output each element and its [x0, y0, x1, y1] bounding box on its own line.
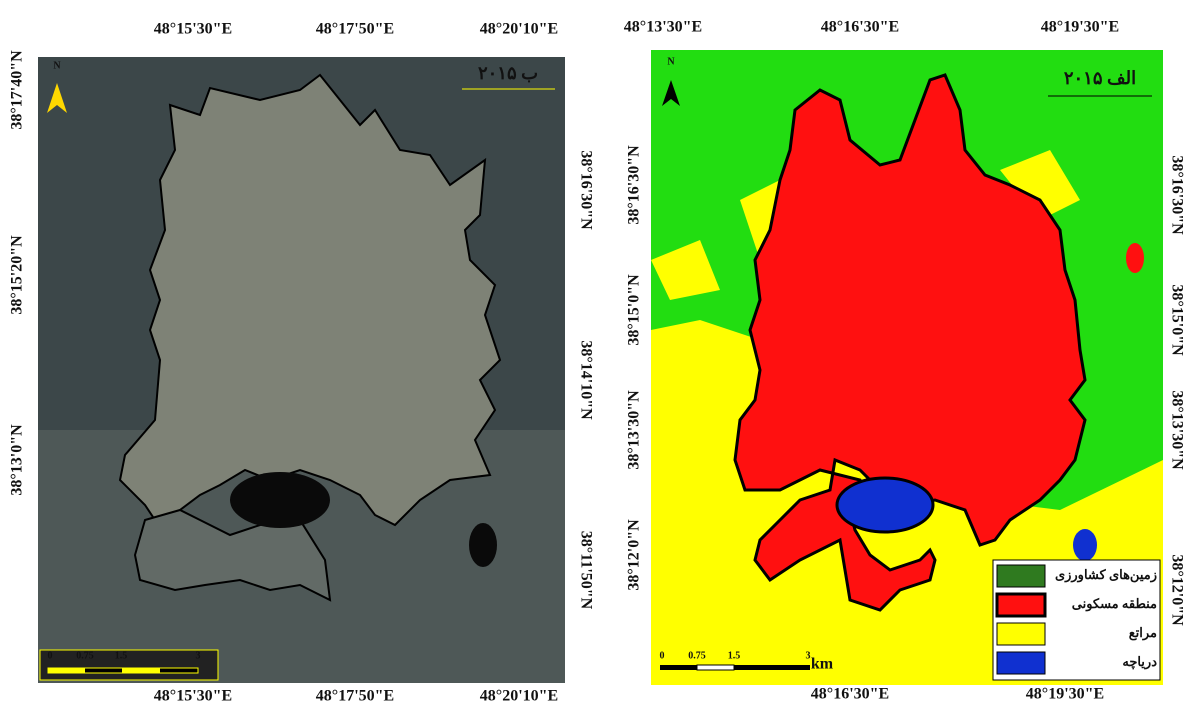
scale-bar — [660, 665, 810, 670]
scale-bar-box — [40, 650, 218, 680]
map-title: الف ۲۰۱۵ — [1064, 68, 1136, 88]
north-label: N — [53, 60, 61, 71]
map-title: ب ۲۰۱۵ — [478, 63, 538, 83]
coordinate-label: 48°13'30"E — [624, 19, 702, 36]
coordinate-label: 48°19'30"E — [1041, 19, 1119, 36]
coordinate-label: 38°12'0"N — [1168, 554, 1185, 626]
scale-label: 0 — [660, 650, 665, 661]
coordinate-label: 38°14'10"N — [577, 340, 594, 420]
scale-label: 1.5 — [115, 650, 128, 661]
legend-label: مراتع — [1129, 625, 1157, 641]
legend-swatch — [997, 623, 1045, 645]
coordinate-label: 48°16'30"E — [811, 686, 889, 703]
legend-label: زمین‌های کشاورزی — [1055, 567, 1157, 583]
lake — [230, 472, 330, 528]
coordinate-label: 38°15'20"N — [9, 235, 26, 315]
legend-label: دریاچه — [1122, 654, 1157, 670]
coordinate-label: 38°13'30"N — [1168, 390, 1185, 470]
legend-swatch — [997, 565, 1045, 587]
coordinate-label: 48°20'10"E — [480, 21, 558, 38]
lake — [837, 478, 933, 532]
coordinate-label: 38°11'50"N — [577, 531, 594, 610]
coordinate-label: 38°15'0"N — [626, 274, 643, 346]
coordinate-label: 38°15'0"N — [1168, 284, 1185, 356]
scale-label: 3 — [196, 650, 201, 661]
coordinate-label: 38°16'30"N — [1168, 155, 1185, 235]
scale-label: km — [811, 656, 834, 673]
coordinate-label: 38°16'30"N — [577, 150, 594, 230]
coordinate-label: 38°17'40"N — [9, 50, 26, 130]
legend-swatch — [997, 594, 1045, 616]
coordinate-label: 48°20'10"E — [480, 688, 558, 705]
coordinate-label: 48°15'30"E — [154, 688, 232, 705]
coordinate-label: 38°13'0"N — [9, 424, 26, 496]
coordinate-label: 48°15'30"E — [154, 21, 232, 38]
scale-label: 3 — [806, 650, 811, 661]
legend-swatch — [997, 652, 1045, 674]
coordinate-label: 38°13'30"N — [626, 390, 643, 470]
north-label: N — [667, 56, 675, 67]
figure: 48°15'30"E 48°17'50"E 48°20'10"E 48°15'30"E… — [0, 0, 1186, 713]
scale-label: 0.75 — [76, 650, 94, 661]
scale-label: 0.75 — [688, 650, 706, 661]
coordinate-label: 38°16'30"N — [626, 145, 643, 225]
coordinate-label: 38°12'0"N — [626, 519, 643, 591]
legend-label: منطقه مسکونی — [1072, 596, 1157, 612]
coordinate-label: 48°16'30"E — [821, 19, 899, 36]
scale-label: 1.5 — [728, 650, 741, 661]
scale-label: 0 — [48, 650, 53, 661]
coordinate-label: 48°19'30"E — [1026, 686, 1104, 703]
coordinate-label: 48°17'50"E — [316, 21, 394, 38]
coordinate-label: 48°17'50"E — [316, 688, 394, 705]
